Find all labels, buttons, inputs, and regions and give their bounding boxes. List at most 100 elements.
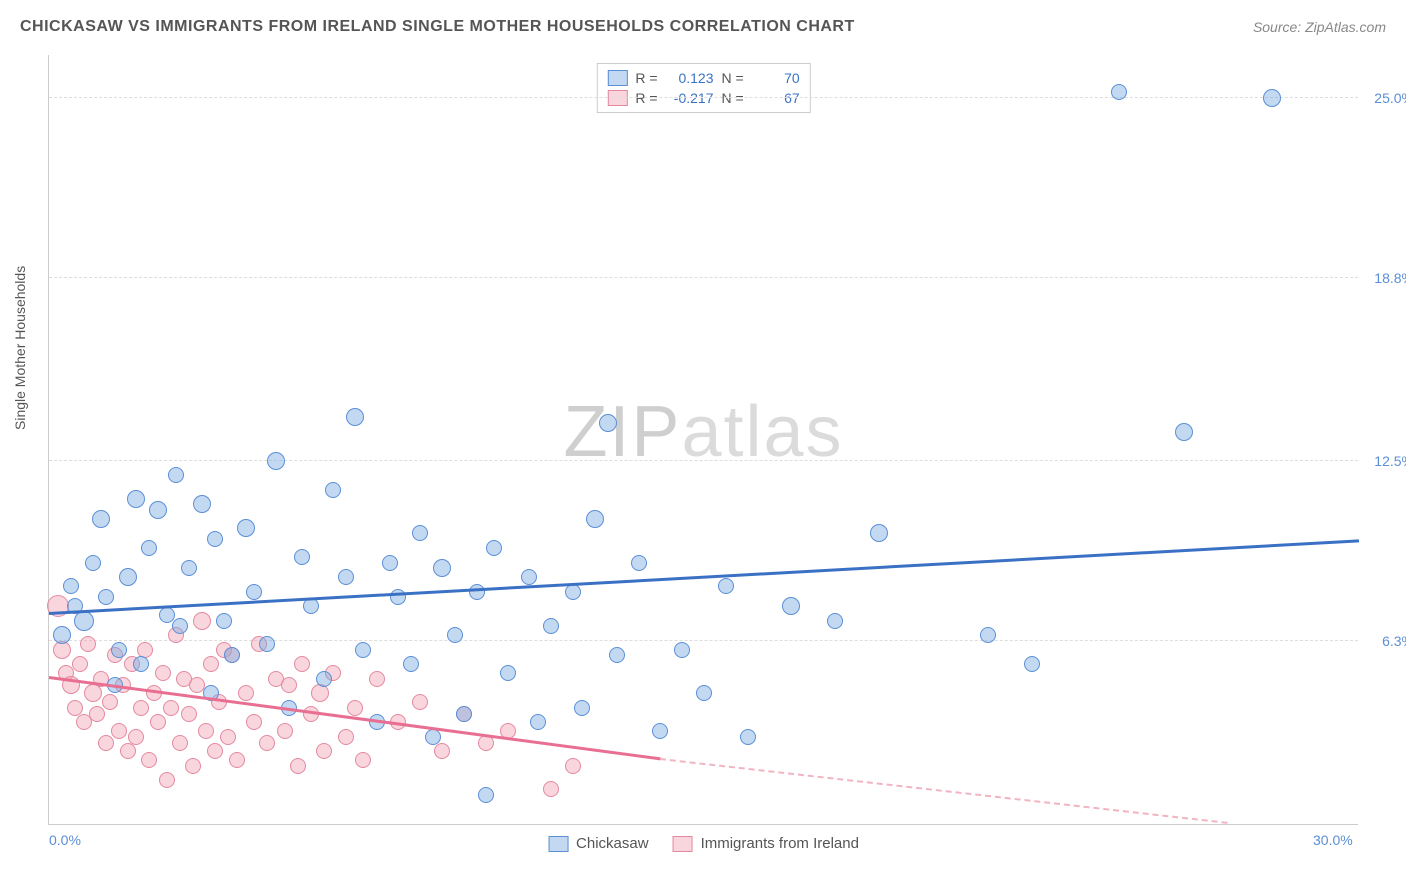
scatter-point — [486, 540, 502, 556]
scatter-point — [355, 642, 371, 658]
scatter-point — [193, 495, 211, 513]
scatter-point — [80, 636, 96, 652]
scatter-point — [674, 642, 690, 658]
scatter-point — [281, 677, 297, 693]
y-tick-label: 6.3% — [1364, 633, 1406, 649]
gridline — [49, 277, 1358, 278]
legend-row-pink: R = -0.217 N = 67 — [607, 88, 799, 108]
scatter-point — [338, 729, 354, 745]
scatter-point — [181, 706, 197, 722]
scatter-point — [128, 729, 144, 745]
gridline — [49, 460, 1358, 461]
scatter-point — [696, 685, 712, 701]
trend-line — [49, 540, 1359, 615]
legend-item-chickasaw: Chickasaw — [548, 835, 649, 852]
series-legend: Chickasaw Immigrants from Ireland — [548, 835, 859, 852]
scatter-point — [172, 618, 188, 634]
scatter-point — [1024, 656, 1040, 672]
scatter-point — [155, 665, 171, 681]
scatter-point — [207, 531, 223, 547]
scatter-point — [870, 524, 888, 542]
scatter-point — [216, 613, 232, 629]
scatter-point — [347, 700, 363, 716]
y-axis-label: Single Mother Households — [12, 266, 28, 430]
scatter-point — [740, 729, 756, 745]
scatter-point — [181, 560, 197, 576]
scatter-point — [1175, 423, 1193, 441]
chart-plot-area: ZIPatlas R = 0.123 N = 70 R = -0.217 N =… — [48, 55, 1358, 825]
scatter-point — [586, 510, 604, 528]
scatter-point — [98, 589, 114, 605]
r-label: R = — [635, 90, 657, 106]
scatter-point — [382, 555, 398, 571]
scatter-point — [133, 700, 149, 716]
scatter-point — [782, 597, 800, 615]
scatter-point — [203, 656, 219, 672]
scatter-point — [294, 656, 310, 672]
scatter-point — [207, 743, 223, 759]
scatter-point — [53, 626, 71, 644]
legend-item-ireland: Immigrants from Ireland — [673, 835, 859, 852]
scatter-point — [412, 525, 428, 541]
scatter-point — [111, 723, 127, 739]
scatter-point — [133, 656, 149, 672]
scatter-point — [127, 490, 145, 508]
trend-line — [660, 758, 1228, 824]
gridline — [49, 640, 1358, 641]
scatter-point — [456, 706, 472, 722]
scatter-point — [120, 743, 136, 759]
scatter-point — [565, 584, 581, 600]
scatter-point — [369, 671, 385, 687]
scatter-point — [168, 467, 184, 483]
n-value: 67 — [752, 90, 800, 106]
scatter-point — [469, 584, 485, 600]
scatter-point — [1111, 84, 1127, 100]
scatter-point — [85, 555, 101, 571]
x-tick-label: 0.0% — [49, 832, 81, 848]
scatter-point — [521, 569, 537, 585]
scatter-point — [631, 555, 647, 571]
swatch-pink-icon — [607, 90, 627, 106]
scatter-point — [98, 735, 114, 751]
gridline — [49, 97, 1358, 98]
y-tick-label: 12.5% — [1364, 453, 1406, 469]
scatter-point — [224, 647, 240, 663]
scatter-point — [565, 758, 581, 774]
scatter-point — [403, 656, 419, 672]
scatter-point — [193, 612, 211, 630]
x-tick-label: 30.0% — [1313, 832, 1353, 848]
n-value: 70 — [752, 70, 800, 86]
scatter-point — [478, 787, 494, 803]
scatter-point — [303, 598, 319, 614]
scatter-point — [290, 758, 306, 774]
scatter-point — [338, 569, 354, 585]
scatter-point — [434, 743, 450, 759]
scatter-point — [141, 752, 157, 768]
scatter-point — [119, 568, 137, 586]
scatter-point — [198, 723, 214, 739]
scatter-point — [246, 714, 262, 730]
scatter-point — [1263, 89, 1281, 107]
scatter-point — [294, 549, 310, 565]
scatter-point — [149, 501, 167, 519]
scatter-point — [159, 607, 175, 623]
scatter-point — [159, 772, 175, 788]
scatter-point — [500, 665, 516, 681]
scatter-point — [238, 685, 254, 701]
scatter-point — [433, 559, 451, 577]
scatter-point — [543, 618, 559, 634]
scatter-point — [141, 540, 157, 556]
scatter-point — [172, 735, 188, 751]
n-label: N = — [722, 90, 744, 106]
chart-source: Source: ZipAtlas.com — [1253, 19, 1386, 35]
r-value: -0.217 — [666, 90, 714, 106]
scatter-point — [530, 714, 546, 730]
chart-title: CHICKASAW VS IMMIGRANTS FROM IRELAND SIN… — [20, 18, 855, 36]
correlation-legend: R = 0.123 N = 70 R = -0.217 N = 67 — [596, 63, 810, 113]
scatter-point — [355, 752, 371, 768]
scatter-point — [237, 519, 255, 537]
scatter-point — [325, 482, 341, 498]
y-tick-label: 18.8% — [1364, 270, 1406, 286]
swatch-blue-icon — [607, 70, 627, 86]
scatter-point — [84, 684, 102, 702]
